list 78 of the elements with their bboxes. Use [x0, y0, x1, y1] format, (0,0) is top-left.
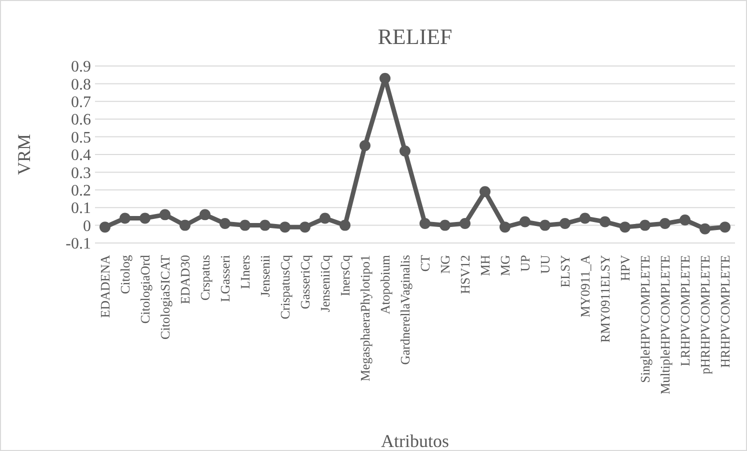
x-tick-label: Atopobium — [378, 255, 393, 314]
x-tick-label: LGasseri — [218, 254, 233, 302]
x-tick-label: JenseniiCq — [318, 254, 333, 312]
x-tick-label: MG — [498, 255, 513, 276]
x-tick-label: SingleHPVCOMPLETE — [638, 254, 653, 383]
point — [420, 218, 430, 230]
x-tick-label: GardnerellaVaginalis — [398, 255, 413, 365]
point — [480, 186, 490, 198]
point — [560, 218, 570, 230]
point — [660, 218, 670, 230]
point — [100, 222, 110, 233]
point — [540, 220, 550, 231]
point — [300, 222, 310, 233]
y-tick-label: -0.1 — [66, 236, 91, 253]
x-tick-label: MY0911_A — [578, 254, 593, 318]
point — [220, 218, 230, 230]
point — [600, 216, 610, 228]
x-tick-label: HRHPVCOMPLETE — [718, 254, 733, 368]
y-tick-label: 0.8 — [71, 76, 91, 94]
point — [320, 212, 330, 224]
point — [360, 140, 370, 152]
x-tick-label: MegasphaeraPhylotipo1 — [358, 255, 373, 382]
x-tick-label: Crspatus — [198, 255, 213, 300]
y-tick-label: 0.2 — [71, 182, 91, 200]
y-tick-label: 0 — [83, 218, 91, 235]
point — [200, 209, 210, 220]
x-tick-label: RMY0911ELSY — [598, 254, 613, 343]
point — [620, 222, 630, 233]
y-tick-label: 0.1 — [71, 200, 91, 218]
x-tick-label: MultipleHPVCOMPLETE — [658, 254, 673, 394]
point — [180, 220, 190, 231]
y-tick-label: 0.4 — [71, 147, 91, 164]
x-tick-label: UU — [538, 254, 553, 274]
point — [160, 209, 170, 220]
point — [260, 220, 270, 231]
point — [380, 72, 390, 84]
point — [720, 222, 730, 233]
y-tick-label: 0.5 — [71, 129, 91, 146]
y-tick-label: 0.7 — [71, 94, 91, 111]
point — [340, 220, 350, 231]
y-tick-label: 0.3 — [71, 164, 91, 182]
point — [700, 223, 710, 234]
x-axis-title: Atributos — [380, 431, 450, 451]
x-tick-label: GasseriCq — [298, 254, 313, 310]
x-tick-label: CrispatusCq — [278, 254, 293, 320]
x-tick-label: Citolog — [118, 254, 133, 294]
x-tick-label: Jensenii — [258, 254, 273, 297]
point — [120, 212, 130, 224]
point — [140, 212, 150, 224]
point — [280, 222, 290, 233]
x-tick-label: UP — [518, 255, 533, 272]
point — [640, 220, 650, 231]
x-tick-label: NG — [438, 255, 453, 274]
x-tick-label: pHRHPVCOMPLETE — [698, 254, 713, 374]
point — [680, 214, 690, 226]
x-tick-label: EDAD30 — [178, 255, 193, 304]
x-tick-label: CitologiaSICAT — [158, 254, 173, 340]
y-axis-title: VRM — [14, 134, 34, 176]
x-tick-label: HPV — [618, 254, 633, 282]
y-tick-label: 0.6 — [71, 112, 91, 129]
point — [440, 220, 450, 231]
x-tick-label: MH — [478, 255, 493, 276]
y-tick-label: 0.9 — [71, 58, 91, 76]
x-tick-label: InersCq — [338, 254, 353, 296]
x-tick-label: LIners — [238, 255, 253, 289]
point — [520, 216, 530, 228]
chart-title: RELIEF — [378, 24, 452, 49]
point — [580, 212, 590, 224]
x-tick-label: EDADENA — [98, 254, 113, 318]
x-tick-label: HSV12 — [458, 255, 473, 294]
point — [460, 218, 470, 230]
x-tick-label: LRHPVCOMPLETE — [678, 254, 693, 366]
x-tick-label: ELSY — [558, 254, 573, 288]
x-tick-label: CT — [418, 254, 433, 272]
x-tick-label: CitologiaOrd — [138, 254, 153, 324]
point — [400, 145, 410, 156]
point — [240, 220, 250, 231]
point — [500, 222, 510, 233]
